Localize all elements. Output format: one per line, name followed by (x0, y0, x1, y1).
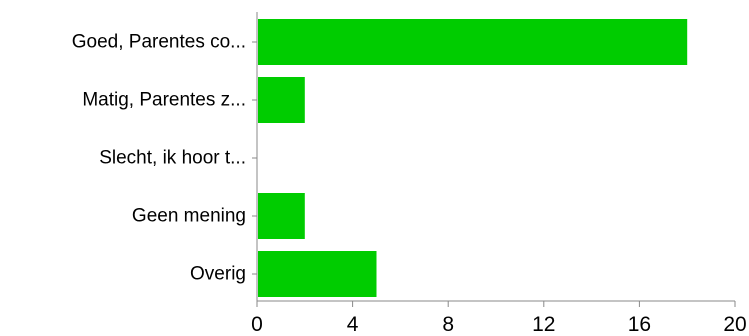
bar-3 (258, 193, 305, 239)
bar-4 (258, 251, 377, 297)
category-label-3: Geen mening (132, 206, 246, 227)
bar-1 (258, 77, 305, 123)
x-tick-label-5: 20 (723, 313, 746, 336)
category-label-2: Slecht, ik hoor t... (99, 148, 246, 169)
x-tick-label-1: 4 (347, 313, 359, 336)
x-tick-label-4: 16 (628, 313, 651, 336)
category-label-1: Matig, Parentes z... (82, 90, 246, 111)
x-ticks-group: 0 4 8 12 16 20 (251, 301, 747, 336)
bar-0 (258, 19, 688, 65)
bars-group (258, 19, 688, 297)
category-labels-group: Goed, Parentes co... Matig, Parentes z...… (72, 32, 246, 285)
x-tick-label-3: 12 (532, 313, 555, 336)
x-tick-label-2: 8 (442, 313, 454, 336)
category-label-4: Overig (190, 264, 246, 285)
x-tick-label-0: 0 (251, 313, 263, 336)
y-ticks-group (252, 41, 257, 275)
category-label-0: Goed, Parentes co... (72, 32, 246, 53)
